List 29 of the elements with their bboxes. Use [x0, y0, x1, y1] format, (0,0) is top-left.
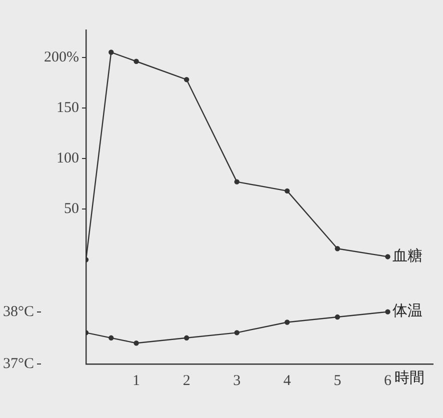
y2-tick-label: 37°C	[2, 356, 34, 372]
point	[184, 335, 190, 341]
point	[108, 335, 114, 341]
x-tick-label: 5	[334, 372, 342, 389]
point	[234, 330, 240, 336]
point	[284, 188, 290, 194]
x-axis-title: 時間	[394, 368, 425, 386]
point	[184, 76, 190, 82]
point	[134, 340, 139, 346]
x-tick-label: 6	[384, 372, 392, 389]
point	[334, 246, 340, 252]
x-tick-label: 4	[283, 372, 292, 389]
y-tick-label: 100	[56, 150, 79, 166]
series-label: 血糖	[392, 246, 423, 265]
point	[284, 320, 290, 325]
series-label: 体温	[392, 302, 423, 320]
y-tick-label: 200%	[44, 49, 79, 66]
point	[234, 179, 240, 184]
point	[108, 50, 114, 55]
y-tick-label: 50	[64, 201, 79, 218]
point	[385, 254, 390, 260]
y-tick-label: 150	[56, 100, 79, 116]
x-tick-label: 2	[182, 372, 190, 389]
point	[385, 309, 390, 314]
x-tick-label: 3	[233, 372, 241, 389]
point	[134, 58, 139, 64]
y2-tick-label: 38°C	[2, 304, 34, 320]
x-tick-label: 1	[132, 372, 140, 389]
point	[334, 314, 340, 320]
